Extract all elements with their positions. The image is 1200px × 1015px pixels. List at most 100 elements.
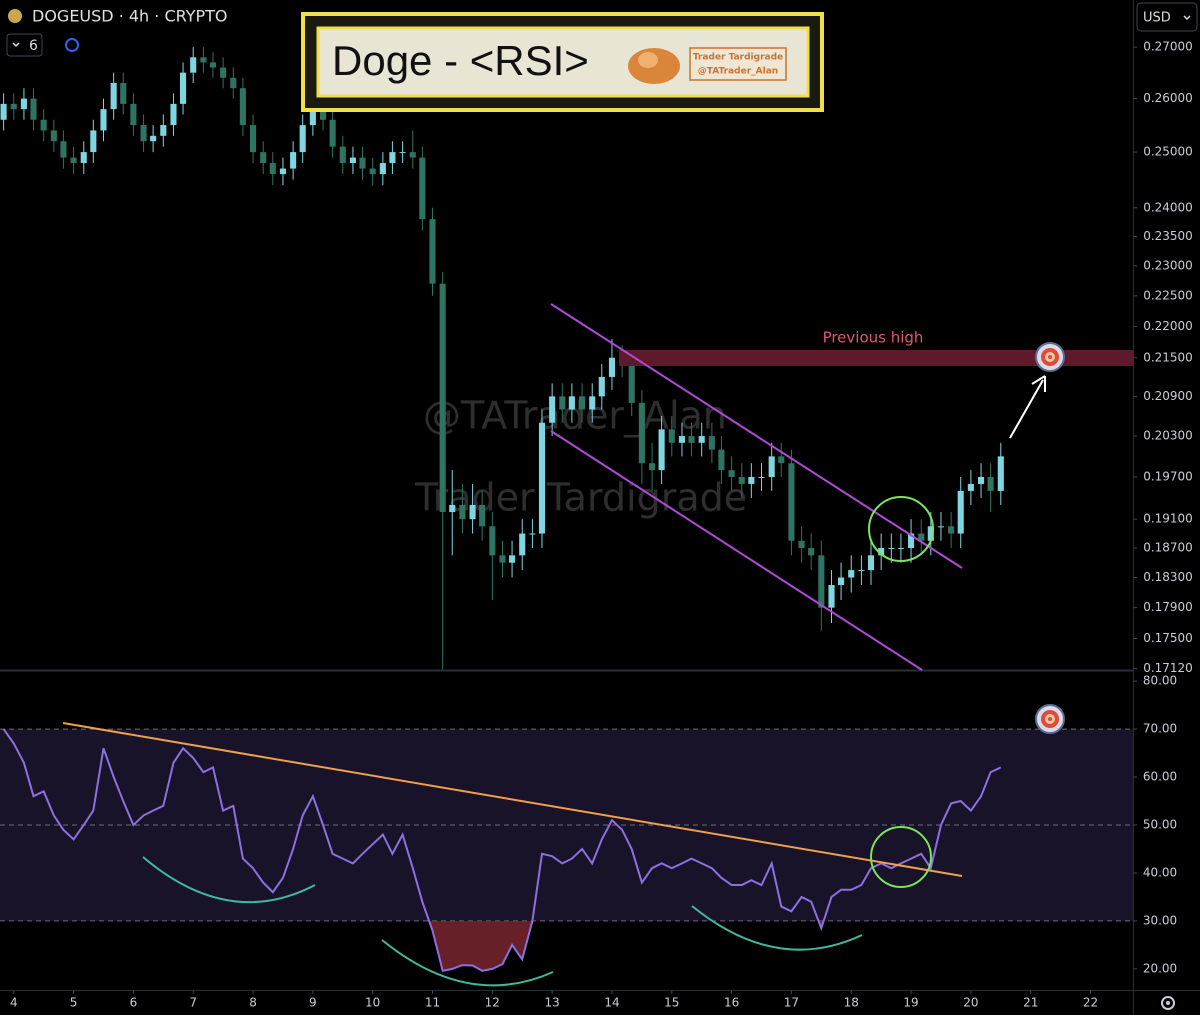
candle-body bbox=[170, 103, 177, 126]
candle-body bbox=[200, 57, 207, 63]
candle-body bbox=[957, 490, 964, 534]
candle-body bbox=[908, 533, 915, 549]
y-tick-label: 20.00 bbox=[1143, 961, 1177, 975]
candle-body bbox=[359, 157, 366, 169]
y-tick-label: 80.00 bbox=[1143, 674, 1177, 688]
candle-body bbox=[658, 429, 665, 471]
candle-body bbox=[589, 396, 596, 410]
y-tick-label: 0.24000 bbox=[1143, 200, 1193, 214]
x-tick-label: 4 bbox=[10, 996, 18, 1010]
arrow bbox=[1009, 379, 1044, 439]
candle-body bbox=[179, 72, 187, 104]
y-tick-label: 0.21500 bbox=[1143, 350, 1193, 364]
y-tick-label: 70.00 bbox=[1143, 722, 1177, 736]
candle-body bbox=[967, 483, 974, 491]
candle-body bbox=[748, 476, 755, 484]
candle-body bbox=[100, 109, 107, 131]
candle-body bbox=[489, 526, 496, 556]
candle-body bbox=[628, 364, 635, 403]
bottom-arc bbox=[691, 905, 863, 951]
candle-body bbox=[888, 548, 895, 550]
candle-body bbox=[239, 88, 246, 126]
candle-body bbox=[190, 57, 197, 73]
candle-body bbox=[778, 456, 785, 464]
x-tick-label: 20 bbox=[963, 996, 978, 1010]
x-tick-label: 6 bbox=[130, 996, 138, 1010]
brand: Trader Tardigrade bbox=[693, 53, 783, 63]
candle-body bbox=[987, 476, 994, 491]
x-tick-label: 19 bbox=[903, 996, 918, 1010]
x-tick-label: 22 bbox=[1083, 996, 1098, 1010]
x-tick-label: 8 bbox=[249, 996, 257, 1010]
y-tick-label: 0.27000 bbox=[1143, 40, 1193, 54]
x-tick-label: 12 bbox=[485, 996, 500, 1010]
candle-body bbox=[150, 135, 157, 142]
sync-icon[interactable] bbox=[65, 38, 79, 52]
watermark: @TATrader_Alan bbox=[423, 394, 727, 438]
candle-body bbox=[40, 119, 47, 131]
symbol: DOGEUSD · 4h · CRYPTO bbox=[32, 7, 228, 26]
x-tick-label: 14 bbox=[604, 996, 619, 1010]
y-tick-label: 0.19700 bbox=[1143, 469, 1193, 483]
brand-box bbox=[689, 47, 787, 81]
x-tick-label: 5 bbox=[70, 996, 78, 1010]
candle-body bbox=[399, 152, 406, 154]
coin-icon bbox=[8, 9, 22, 23]
arrow-head bbox=[1031, 375, 1046, 392]
candle-body bbox=[499, 555, 506, 563]
x-tick-label: 13 bbox=[545, 996, 560, 1010]
candle-body bbox=[429, 219, 436, 284]
candle-body bbox=[449, 504, 456, 513]
candle-body bbox=[579, 396, 586, 410]
candle-body bbox=[379, 163, 386, 175]
x-tick-label: 17 bbox=[784, 996, 799, 1010]
settings-icon[interactable] bbox=[1161, 996, 1175, 1010]
y-tick-label: 0.20900 bbox=[1143, 389, 1193, 403]
candle-body bbox=[20, 98, 27, 110]
candle-body bbox=[479, 504, 486, 527]
watermark: Trader Tardigrade bbox=[414, 476, 747, 520]
y-tick-label: 0.23000 bbox=[1143, 258, 1193, 272]
y-tick-label: 0.18700 bbox=[1143, 541, 1193, 555]
x-tick-label: 10 bbox=[365, 996, 380, 1010]
y-tick-label: 0.22500 bbox=[1143, 288, 1193, 302]
breakout-circle bbox=[870, 826, 932, 888]
y-tick-label: 0.18300 bbox=[1143, 570, 1193, 584]
previous-high-zone bbox=[619, 350, 1133, 366]
candle-body bbox=[220, 67, 227, 78]
candle-body bbox=[309, 103, 316, 126]
candle-body bbox=[329, 119, 336, 147]
y-tick-label: 0.17900 bbox=[1143, 600, 1193, 614]
candle-body bbox=[269, 163, 276, 175]
y-tick-label: 0.17500 bbox=[1143, 631, 1193, 645]
candle-body bbox=[469, 504, 476, 520]
oversold-fill bbox=[429, 920, 824, 971]
currency-button[interactable] bbox=[1136, 2, 1198, 32]
x-tick-label: 7 bbox=[189, 996, 197, 1010]
candle-body bbox=[897, 548, 904, 550]
candle-body bbox=[260, 152, 267, 164]
candle-body bbox=[369, 168, 376, 175]
candle-body bbox=[978, 476, 985, 484]
bottom-arc bbox=[381, 939, 554, 987]
candle-body bbox=[997, 456, 1004, 491]
chevron bbox=[1183, 15, 1191, 21]
interval-count: 6 bbox=[29, 38, 38, 54]
candle-body bbox=[798, 540, 805, 549]
candle-body bbox=[160, 125, 167, 136]
annotation: Previous high bbox=[823, 329, 924, 347]
candle-body bbox=[529, 533, 536, 535]
interval-button[interactable] bbox=[6, 33, 43, 57]
candle-body bbox=[459, 504, 466, 520]
back-layer bbox=[0, 728, 1133, 971]
currency: USD bbox=[1143, 11, 1171, 26]
candle-body bbox=[758, 476, 765, 478]
candle-body bbox=[638, 402, 645, 464]
candle-body bbox=[559, 396, 566, 410]
candle-body bbox=[110, 82, 117, 110]
candle-body bbox=[80, 152, 87, 164]
y-tick-label: 0.17120 bbox=[1143, 661, 1193, 675]
x-tick-label: 21 bbox=[1023, 996, 1038, 1010]
level-band bbox=[0, 729, 1133, 921]
